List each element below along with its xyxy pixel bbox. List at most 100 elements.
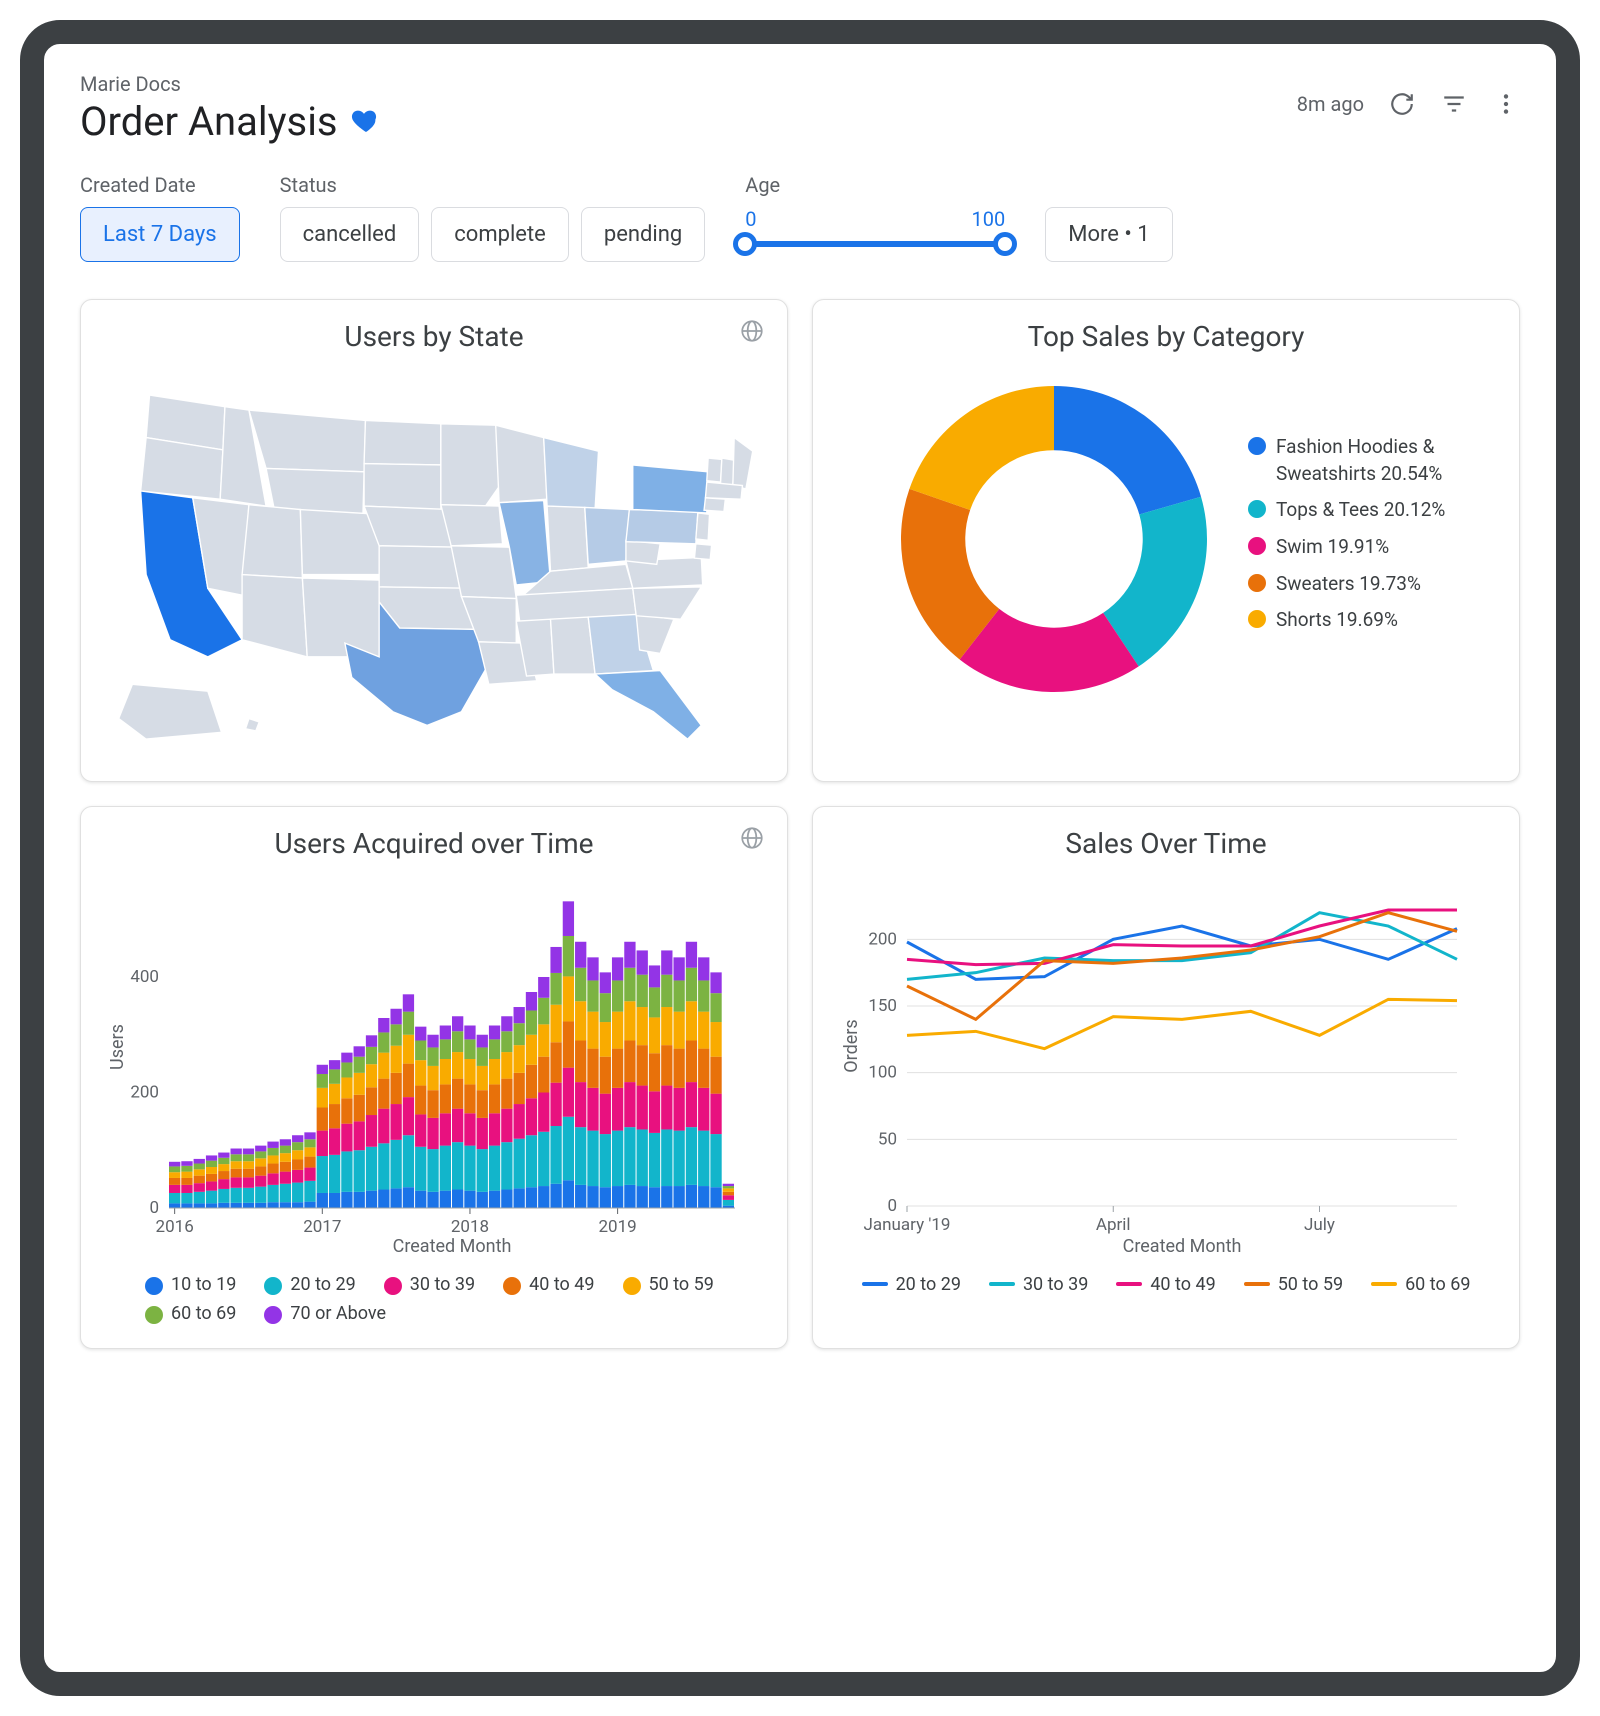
- bar-segment[interactable]: [624, 1001, 635, 1040]
- bar-segment[interactable]: [329, 1069, 340, 1083]
- bar-segment[interactable]: [181, 1161, 192, 1166]
- legend-item[interactable]: 60 to 69: [1371, 1274, 1470, 1295]
- bar-segment[interactable]: [304, 1147, 315, 1156]
- bar-segment[interactable]: [452, 1108, 463, 1141]
- bar-segment[interactable]: [550, 1083, 561, 1126]
- bar-segment[interactable]: [403, 1187, 414, 1208]
- bar-segment[interactable]: [673, 980, 684, 1011]
- bar-segment[interactable]: [378, 1108, 389, 1143]
- bar-segment[interactable]: [575, 1185, 586, 1208]
- bar-segment[interactable]: [390, 1104, 401, 1140]
- chip-more[interactable]: More • 1: [1045, 207, 1172, 262]
- bar-segment[interactable]: [587, 1130, 598, 1185]
- bar-segment[interactable]: [169, 1203, 180, 1208]
- bar-segment[interactable]: [710, 1057, 721, 1094]
- bar-segment[interactable]: [415, 1085, 426, 1114]
- bar-segment[interactable]: [267, 1163, 278, 1173]
- bar-segment[interactable]: [354, 1095, 365, 1122]
- bar-segment[interactable]: [243, 1154, 254, 1161]
- donut-slice[interactable]: [1054, 386, 1201, 514]
- chip-status-cancelled[interactable]: cancelled: [280, 207, 420, 262]
- bar-segment[interactable]: [686, 1082, 697, 1127]
- bar-segment[interactable]: [341, 1062, 352, 1077]
- bar-segment[interactable]: [415, 1147, 426, 1191]
- bar-segment[interactable]: [403, 1063, 414, 1096]
- bar-segment[interactable]: [280, 1162, 291, 1172]
- bar-segment[interactable]: [489, 1113, 500, 1145]
- bar-segment[interactable]: [403, 1135, 414, 1187]
- bar-segment[interactable]: [514, 1045, 525, 1073]
- bar-segment[interactable]: [563, 1021, 574, 1067]
- bar-segment[interactable]: [415, 1114, 426, 1146]
- bar-segment[interactable]: [686, 1001, 697, 1040]
- bar-segment[interactable]: [218, 1164, 229, 1171]
- bar-segment[interactable]: [464, 1191, 475, 1208]
- donut-chart[interactable]: [884, 369, 1224, 709]
- bar-segment[interactable]: [415, 1060, 426, 1085]
- state-NJ[interactable]: [696, 513, 710, 540]
- bar-segment[interactable]: [600, 1022, 611, 1057]
- state-MO[interactable]: [451, 546, 516, 599]
- bar-segment[interactable]: [452, 1016, 463, 1031]
- bar-segment[interactable]: [464, 1039, 475, 1059]
- bar-segment[interactable]: [329, 1104, 340, 1128]
- bar-segment[interactable]: [317, 1074, 328, 1088]
- bar-segment[interactable]: [280, 1171, 291, 1183]
- legend-item[interactable]: 50 to 59: [1244, 1274, 1343, 1295]
- bar-segment[interactable]: [403, 994, 414, 1011]
- bar-segment[interactable]: [427, 1090, 438, 1118]
- state-NE[interactable]: [364, 506, 451, 547]
- bar-segment[interactable]: [390, 1009, 401, 1025]
- legend-item[interactable]: 50 to 59: [623, 1274, 714, 1295]
- bar-segment[interactable]: [464, 1145, 475, 1190]
- favorite-icon[interactable]: [350, 104, 382, 140]
- bar-segment[interactable]: [440, 1113, 451, 1145]
- bar-segment[interactable]: [649, 987, 660, 1017]
- bar-segment[interactable]: [550, 1005, 561, 1043]
- bar-segment[interactable]: [329, 1084, 340, 1104]
- state-HI[interactable]: [246, 719, 260, 731]
- bar-segment[interactable]: [390, 1024, 401, 1045]
- bar-segment[interactable]: [440, 1191, 451, 1208]
- bar-segment[interactable]: [255, 1186, 266, 1202]
- us-map[interactable]: [105, 369, 763, 753]
- bar-segment[interactable]: [550, 1126, 561, 1184]
- bar-segment[interactable]: [427, 1118, 438, 1149]
- stacked-bar-chart[interactable]: 02004002016201720182019UsersCreated Mont…: [105, 876, 745, 1256]
- bar-segment[interactable]: [698, 1048, 709, 1087]
- bar-segment[interactable]: [563, 1067, 574, 1116]
- legend-item[interactable]: Shorts 19.69%: [1248, 607, 1448, 634]
- bar-segment[interactable]: [218, 1171, 229, 1179]
- bar-segment[interactable]: [292, 1142, 303, 1150]
- bar-segment[interactable]: [231, 1148, 242, 1154]
- bar-segment[interactable]: [489, 1025, 500, 1039]
- bar-segment[interactable]: [231, 1203, 242, 1208]
- bar-segment[interactable]: [390, 1046, 401, 1073]
- state-UT[interactable]: [242, 505, 302, 578]
- bar-segment[interactable]: [563, 901, 574, 936]
- bar-segment[interactable]: [403, 1097, 414, 1135]
- legend-item[interactable]: 30 to 39: [989, 1274, 1088, 1295]
- state-IN[interactable]: [547, 506, 588, 571]
- bar-segment[interactable]: [477, 1047, 488, 1065]
- bar-segment[interactable]: [587, 1011, 598, 1048]
- bar-segment[interactable]: [415, 1191, 426, 1208]
- bar-segment[interactable]: [587, 957, 598, 980]
- bar-segment[interactable]: [452, 1078, 463, 1108]
- bar-segment[interactable]: [649, 965, 660, 987]
- bar-segment[interactable]: [600, 972, 611, 993]
- bar-segment[interactable]: [526, 1135, 537, 1187]
- bar-segment[interactable]: [600, 1134, 611, 1187]
- bar-segment[interactable]: [637, 950, 648, 974]
- bar-segment[interactable]: [538, 1186, 549, 1208]
- bar-segment[interactable]: [427, 1047, 438, 1065]
- bar-segment[interactable]: [538, 1057, 549, 1093]
- legend-item[interactable]: 40 to 49: [1116, 1274, 1215, 1295]
- bar-segment[interactable]: [354, 1121, 365, 1150]
- state-AK[interactable]: [119, 684, 222, 739]
- state-CT[interactable]: [704, 498, 725, 512]
- bar-segment[interactable]: [181, 1171, 192, 1177]
- bar-segment[interactable]: [624, 1082, 635, 1127]
- bar-segment[interactable]: [194, 1183, 205, 1192]
- legend-item[interactable]: 10 to 19: [145, 1274, 236, 1295]
